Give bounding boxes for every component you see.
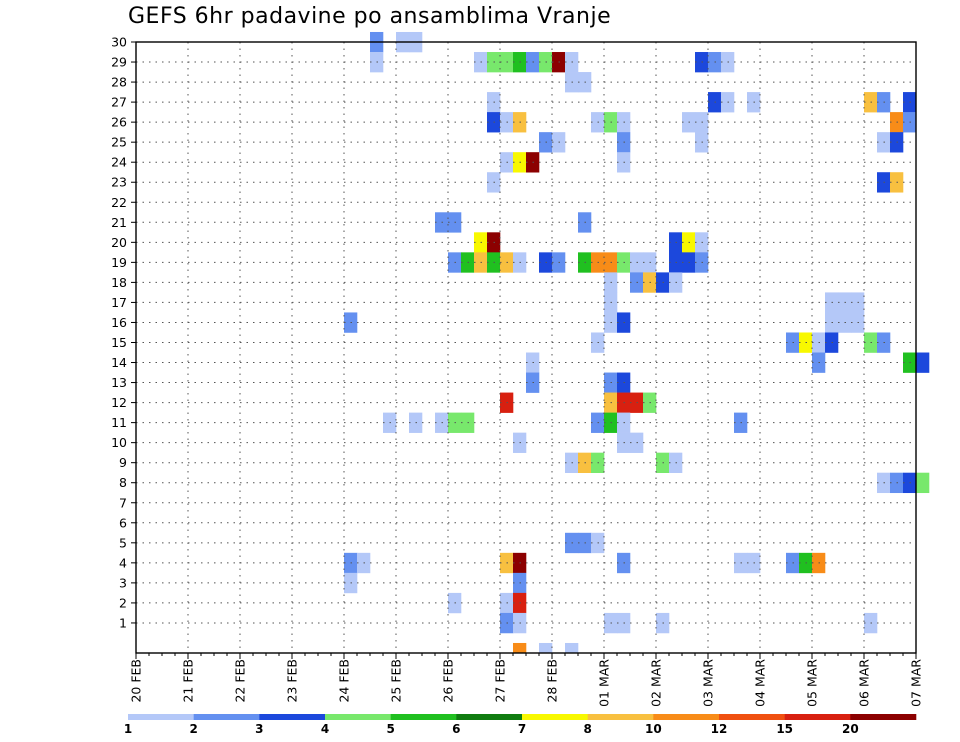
x-tick-label: 03 MAR <box>701 659 716 707</box>
x-tick-label: 01 MAR <box>597 659 612 707</box>
x-tick-label: 23 FEB <box>285 659 300 703</box>
y-tick-label: 19 <box>111 255 127 270</box>
y-tick-label: 24 <box>111 155 127 170</box>
y-tick-label: 6 <box>119 515 127 530</box>
legend-label: 8 <box>583 722 591 736</box>
legend-label: 10 <box>645 722 662 736</box>
x-tick-label: 26 FEB <box>441 659 456 703</box>
legend-swatch <box>653 714 720 720</box>
y-tick-label: 18 <box>111 275 127 290</box>
x-tick-label: 28 FEB <box>545 659 560 703</box>
heatmap-cell <box>565 642 579 654</box>
y-tick-label: 4 <box>119 555 127 570</box>
legend-swatch <box>850 714 917 720</box>
y-tick-label: 13 <box>111 375 127 390</box>
y-tick-label: 2 <box>119 595 127 610</box>
legend-swatch <box>390 714 457 720</box>
legend-label: 12 <box>711 722 728 736</box>
heatmap-cell <box>916 352 930 373</box>
legend-swatch <box>784 714 851 720</box>
x-tick-label: 04 MAR <box>753 659 768 707</box>
legend-label: 7 <box>518 722 526 736</box>
y-tick-label: 21 <box>111 215 127 230</box>
heatmap-cell <box>916 472 930 494</box>
y-tick-label: 17 <box>111 295 127 310</box>
legend-label: 1 <box>124 722 132 736</box>
x-tick-label: 02 MAR <box>649 659 664 707</box>
y-tick-label: 5 <box>119 535 127 550</box>
y-tick-label: 23 <box>111 175 127 190</box>
y-tick-label: 25 <box>111 135 127 150</box>
legend-label: 6 <box>452 722 460 736</box>
y-tick-label: 26 <box>111 115 127 130</box>
legend-swatch <box>587 714 654 720</box>
legend-swatch <box>456 714 523 720</box>
x-tick-label: 24 FEB <box>337 659 352 703</box>
y-tick-label: 3 <box>119 575 127 590</box>
y-tick-label: 30 <box>111 35 127 50</box>
y-tick-label: 9 <box>119 455 127 470</box>
x-tick-label: 22 FEB <box>233 659 248 703</box>
y-tick-label: 27 <box>111 95 127 110</box>
y-tick-label: 28 <box>111 75 127 90</box>
y-tick-label: 12 <box>111 395 127 410</box>
y-tick-label: 22 <box>111 195 127 210</box>
legend-label: 3 <box>255 722 263 736</box>
legend-label: 5 <box>386 722 394 736</box>
y-tick-label: 15 <box>111 335 127 350</box>
y-tick-label: 20 <box>111 235 127 250</box>
x-tick-label: 27 FEB <box>493 659 508 703</box>
y-tick-label: 7 <box>119 495 127 510</box>
x-tick-label: 06 MAR <box>857 659 872 707</box>
legend-swatch <box>719 714 785 720</box>
legend-swatch <box>193 714 260 720</box>
x-tick-label: 25 FEB <box>389 659 404 703</box>
x-tick-label: 21 FEB <box>181 659 196 703</box>
legend-swatch <box>522 714 588 720</box>
x-tick-label: 20 FEB <box>129 659 144 703</box>
chart-title: GEFS 6hr padavine po ansamblima Vranje <box>128 4 612 29</box>
legend-label: 15 <box>776 722 793 736</box>
legend-swatch <box>259 714 326 720</box>
y-tick-label: 14 <box>111 355 127 370</box>
legend-label: 20 <box>842 722 859 736</box>
y-tick-label: 29 <box>111 55 127 70</box>
y-tick-label: 1 <box>119 615 127 630</box>
heatmap-cell <box>539 642 553 654</box>
x-tick-label: 05 MAR <box>805 659 820 707</box>
y-tick-label: 10 <box>111 435 127 450</box>
legend-label: 2 <box>189 722 197 736</box>
legend-swatch <box>325 714 391 720</box>
heatmap-cell <box>513 642 527 654</box>
y-tick-label: 11 <box>111 415 127 430</box>
y-tick-label: 8 <box>119 475 127 490</box>
legend-swatch <box>128 714 194 720</box>
y-tick-label: 16 <box>111 315 127 330</box>
x-tick-label: 07 MAR <box>909 659 924 707</box>
legend-label: 4 <box>321 722 329 736</box>
